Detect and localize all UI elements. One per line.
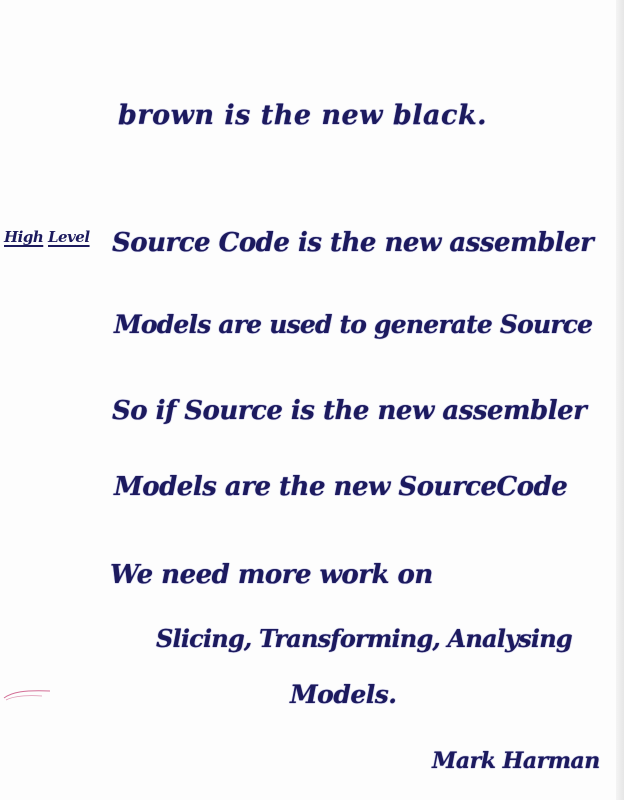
note-line-1: brown is the new black.: [118, 100, 488, 131]
note-line-5: Models are the new SourceCode: [114, 472, 568, 502]
margin-prefix: High Level: [4, 228, 90, 246]
note-line-4: So if Source is the new assembler: [112, 396, 587, 426]
stray-pen-mark: [3, 690, 51, 701]
note-line-8: Models.: [290, 680, 397, 709]
note-line-6: We need more work on: [110, 560, 433, 590]
margin-prefix-word-1: High: [4, 228, 44, 246]
note-line-2: Source Code is the new assembler: [112, 228, 594, 258]
margin-prefix-word-2: Level: [48, 228, 90, 246]
paper-edge-shadow: [616, 0, 624, 800]
signature: Mark Harman: [432, 748, 600, 774]
note-line-3: Models are used to generate Source: [114, 310, 593, 339]
note-line-7: Slicing, Transforming, Analysing: [156, 624, 573, 653]
